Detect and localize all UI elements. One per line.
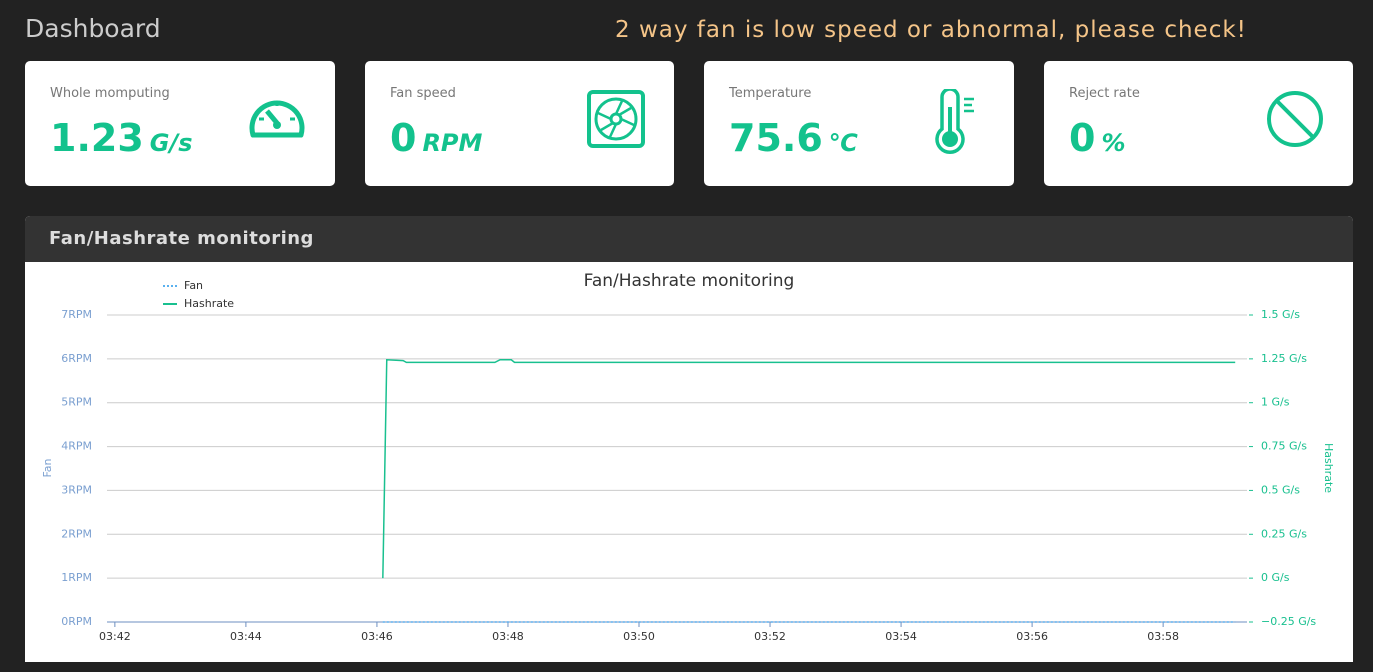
x-tick-label: 03:48 [492, 630, 524, 643]
x-tick-label: 03:56 [1016, 630, 1048, 643]
legend-label: Hashrate [184, 297, 234, 310]
y2-tick-label: 1.25 G/s [1261, 352, 1307, 365]
fan-icon [587, 90, 645, 148]
panel-title: Fan/Hashrate monitoring [25, 216, 1353, 262]
x-tick-label: 03:42 [99, 630, 131, 643]
unit: G/s [149, 129, 193, 157]
unit: ℃ [828, 129, 858, 157]
card: Fan speed 0 RPM [365, 61, 674, 186]
card: Reject rate 0% [1044, 61, 1353, 186]
x-tick-label: 03:46 [361, 630, 393, 643]
series-line [382, 358, 1236, 579]
value: 0 [1069, 116, 1096, 160]
y-tick-label: 6RPM [61, 352, 92, 365]
x-tick-label: 03:52 [754, 630, 786, 643]
card-value: 0 RPM [390, 116, 482, 160]
thermometer-icon [935, 89, 974, 154]
reject-icon [1267, 91, 1323, 147]
unit: % [1101, 129, 1126, 157]
x-tick-label: 03:58 [1147, 630, 1179, 643]
card: Whole momputing 1.23 G/s [25, 61, 335, 186]
y2-tick-label: 1.5 G/s [1261, 308, 1300, 321]
y-tick-label: 3RPM [61, 483, 92, 496]
card-label: Whole momputing [50, 86, 170, 101]
y2-tick-label: 0 G/s [1261, 571, 1290, 584]
x-tick-label: 03:54 [885, 630, 917, 643]
legend-label: Fan [184, 279, 203, 292]
y2-tick-label: −0.25 G/s [1261, 615, 1316, 628]
card-label: Reject rate [1069, 86, 1140, 101]
x-tick-label: 03:44 [230, 630, 262, 643]
y2-tick-label: 1 G/s [1261, 396, 1290, 409]
y-axis-title: Fan [41, 458, 54, 477]
gauge-icon [249, 100, 305, 138]
card: Temperature 75.6 ℃ [704, 61, 1014, 186]
y-tick-label: 2RPM [61, 527, 92, 540]
chart: Fan/Hashrate monitoring Fan Hashrate 0RP… [41, 271, 1335, 643]
y2-axis-title: Hashrate [1322, 443, 1335, 493]
y2-tick-label: 0.5 G/s [1261, 483, 1300, 496]
y-tick-label: 1RPM [61, 571, 92, 584]
card-label: Fan speed [390, 86, 456, 101]
y-tick-label: 0RPM [61, 615, 92, 628]
value: 0 [390, 116, 417, 160]
card-label: Temperature [729, 86, 812, 101]
unit: RPM [422, 129, 483, 157]
value: 75.6 [729, 116, 823, 160]
card-value: 75.6 ℃ [729, 116, 858, 160]
y-tick-label: 7RPM [61, 308, 92, 321]
warning: 2 way fan is low speed or abnormal, plea… [615, 17, 1247, 43]
card-value: 0% [1069, 116, 1126, 160]
y2-tick-label: 0.75 G/s [1261, 440, 1307, 453]
x-tick-label: 03:50 [623, 630, 655, 643]
chart-title: Fan/Hashrate monitoring [584, 271, 795, 291]
card-value: 1.23 G/s [50, 116, 193, 160]
page-title: Dashboard [25, 14, 161, 43]
panel: Fan/Hashrate monitoring Fan/Hashrate mon… [25, 216, 1353, 662]
y-tick-label: 4RPM [61, 440, 92, 453]
value: 1.23 [50, 116, 144, 160]
y-tick-label: 5RPM [61, 396, 92, 409]
y2-tick-label: 0.25 G/s [1261, 527, 1307, 540]
